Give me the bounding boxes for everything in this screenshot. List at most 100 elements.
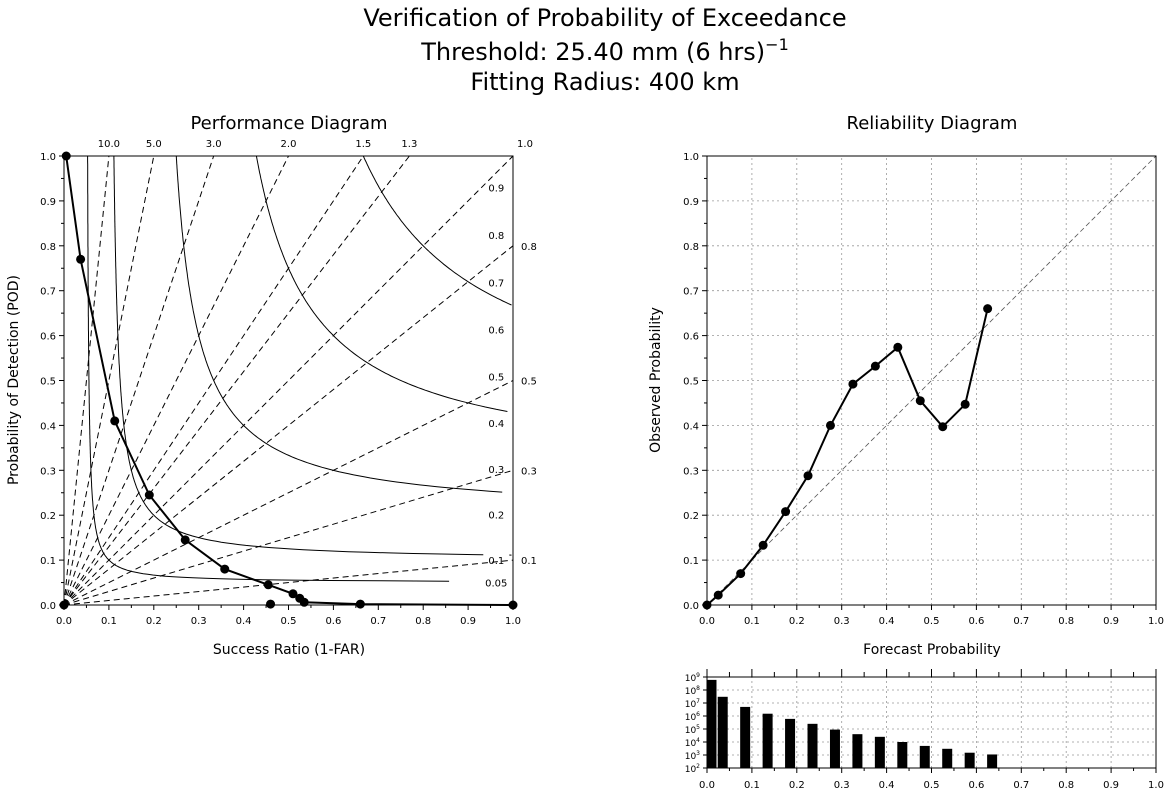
histogram-y-tick-exponent: 5 (696, 724, 700, 731)
performance-y-tick-label: 0.0 (40, 601, 56, 612)
performance-axes: 0.0 0.1 0.2 0.3 0.4 0.5 0.6 0.7 0.8 0.9 1.0 0.0 0.1 0… (40, 152, 521, 627)
histogram-y-tick-base: 10 (685, 765, 697, 775)
reliability-x-axis-label: Forecast Probability (863, 642, 1001, 658)
bias-line (63, 155, 110, 606)
performance-point (144, 490, 154, 500)
bias-line (63, 155, 215, 606)
performance-y-tick-label: 1.0 (40, 152, 56, 163)
histogram-y-tick-label: 102 (685, 763, 700, 775)
bias-line (63, 155, 514, 606)
reliability-y-tick-label: 0.3 (683, 466, 699, 477)
histogram-y-tick-exponent: 8 (696, 685, 700, 692)
reliability-x-tick-label: 1.0 (1148, 616, 1164, 627)
performance-point (220, 564, 230, 574)
bias-label-top: 3.0 (206, 139, 222, 150)
csi-label-background (483, 369, 510, 383)
reliability-point (713, 590, 723, 600)
performance-line (65, 155, 514, 606)
csi-contour-label: 0.3 (488, 465, 504, 476)
csi-label-background (483, 275, 510, 289)
csi-contour-label: 0.4 (488, 419, 504, 430)
performance-y-tick-label: 0.1 (40, 556, 56, 567)
histogram-bar (852, 734, 863, 768)
reliability-point (803, 471, 813, 481)
performance-point (263, 580, 273, 590)
performance-x-tick-label: 0.8 (415, 616, 431, 627)
reliability-y-tick-label: 0.8 (683, 242, 699, 253)
histogram-y-tick-exponent: 6 (696, 711, 700, 718)
figure-title-line1: Verification of Probability of Exceedanc… (363, 4, 846, 32)
reliability-y-tick-label: 0.4 (683, 421, 699, 432)
histogram-bar (762, 713, 773, 768)
figure-title-line3: Fitting Radius: 400 km (470, 68, 739, 96)
bias-line (63, 155, 410, 606)
histogram-y-tick-base: 10 (685, 674, 697, 684)
performance-x-tick-label: 0.2 (146, 616, 162, 627)
reliability-x-tick-label: 0.3 (834, 616, 850, 627)
performance-y-tick-label: 0.3 (40, 466, 56, 477)
reliability-reference-line (706, 155, 1157, 606)
csi-contour-label: 0.6 (488, 326, 504, 337)
bias-label-top: 5.0 (146, 139, 162, 150)
histogram-bar (919, 745, 930, 768)
bias-label-right: 0.3 (521, 466, 537, 477)
reliability-y-tick-label: 0.0 (683, 601, 699, 612)
histogram-y-tick-label: 106 (685, 711, 700, 723)
performance-point (76, 254, 86, 264)
csi-contour (362, 155, 512, 306)
histogram-x-tick-label: 1.0 (1148, 780, 1164, 791)
csi-label-background (483, 507, 510, 521)
performance-x-tick-label: 0.3 (191, 616, 207, 627)
histogram-bar (717, 696, 728, 768)
reliability-line (706, 308, 989, 606)
histogram-y-tick-base: 10 (685, 752, 697, 762)
histogram-y-tick-label: 103 (685, 750, 700, 762)
reliability-point (736, 569, 746, 579)
bias-label-top: 1.0 (517, 139, 533, 150)
reliability-y-tick-label: 0.2 (683, 511, 699, 522)
performance-x-tick-label: 0.9 (460, 616, 476, 627)
performance-point (110, 416, 120, 426)
bias-label-top: 10.0 (98, 139, 120, 150)
reliability-y-tick-label: 0.1 (683, 556, 699, 567)
performance-y-tick-label: 0.4 (40, 421, 56, 432)
performance-point (355, 599, 365, 609)
bias-line (63, 380, 514, 606)
histogram-y-tick-exponent: 9 (696, 672, 700, 679)
histogram-y-tick-base: 10 (685, 687, 697, 697)
histogram-y-tick-label: 104 (685, 737, 700, 749)
csi-label-background (483, 180, 510, 194)
csi-contour (175, 155, 503, 493)
histogram-y-tick-exponent: 3 (696, 750, 700, 757)
reliability-y-axis-label: Observed Probability (648, 307, 664, 453)
histogram-y-tick-base: 10 (685, 739, 697, 749)
csi-label-background (483, 415, 510, 429)
performance-y-tick-label: 0.7 (40, 287, 56, 298)
bias-line (63, 559, 514, 606)
reliability-x-tick-label: 0.2 (789, 616, 805, 627)
histogram-x-tick-label: 0.3 (834, 780, 850, 791)
performance-x-tick-label: 0.0 (56, 616, 72, 627)
csi-contour (113, 156, 512, 556)
performance-y-axis-label: Probability of Detection (POD) (6, 275, 22, 485)
bias-label-right: 0.1 (521, 556, 537, 567)
performance-x-tick-label: 0.4 (236, 616, 252, 627)
reliability-point (781, 507, 791, 517)
histogram-x-tick-label: 0.4 (879, 780, 895, 791)
histogram-y-tick-exponent: 7 (696, 698, 700, 705)
performance-diagram-title: Performance Diagram (190, 113, 387, 134)
reliability-x-tick-label: 0.8 (1058, 616, 1074, 627)
csi-label-background (483, 322, 510, 336)
histogram-x-tick-label: 0.6 (968, 780, 984, 791)
reliability-y-tick-label: 0.9 (683, 197, 699, 208)
reliability-diagram-title: Reliability Diagram (847, 113, 1018, 134)
histogram-y-tick-base: 10 (685, 726, 697, 736)
bias-label-top: 1.5 (355, 139, 371, 150)
bias-lines: 10.0 5.0 3.0 2.0 1.5 1.3 1.0 0.8 0.5 0.3 0.1 (63, 139, 537, 606)
performance-point (288, 589, 298, 599)
reliability-y-tick-label: 0.6 (683, 332, 699, 343)
reliability-point (870, 361, 880, 371)
histogram-y-tick-label: 107 (685, 698, 700, 710)
histogram-bar (987, 754, 998, 768)
